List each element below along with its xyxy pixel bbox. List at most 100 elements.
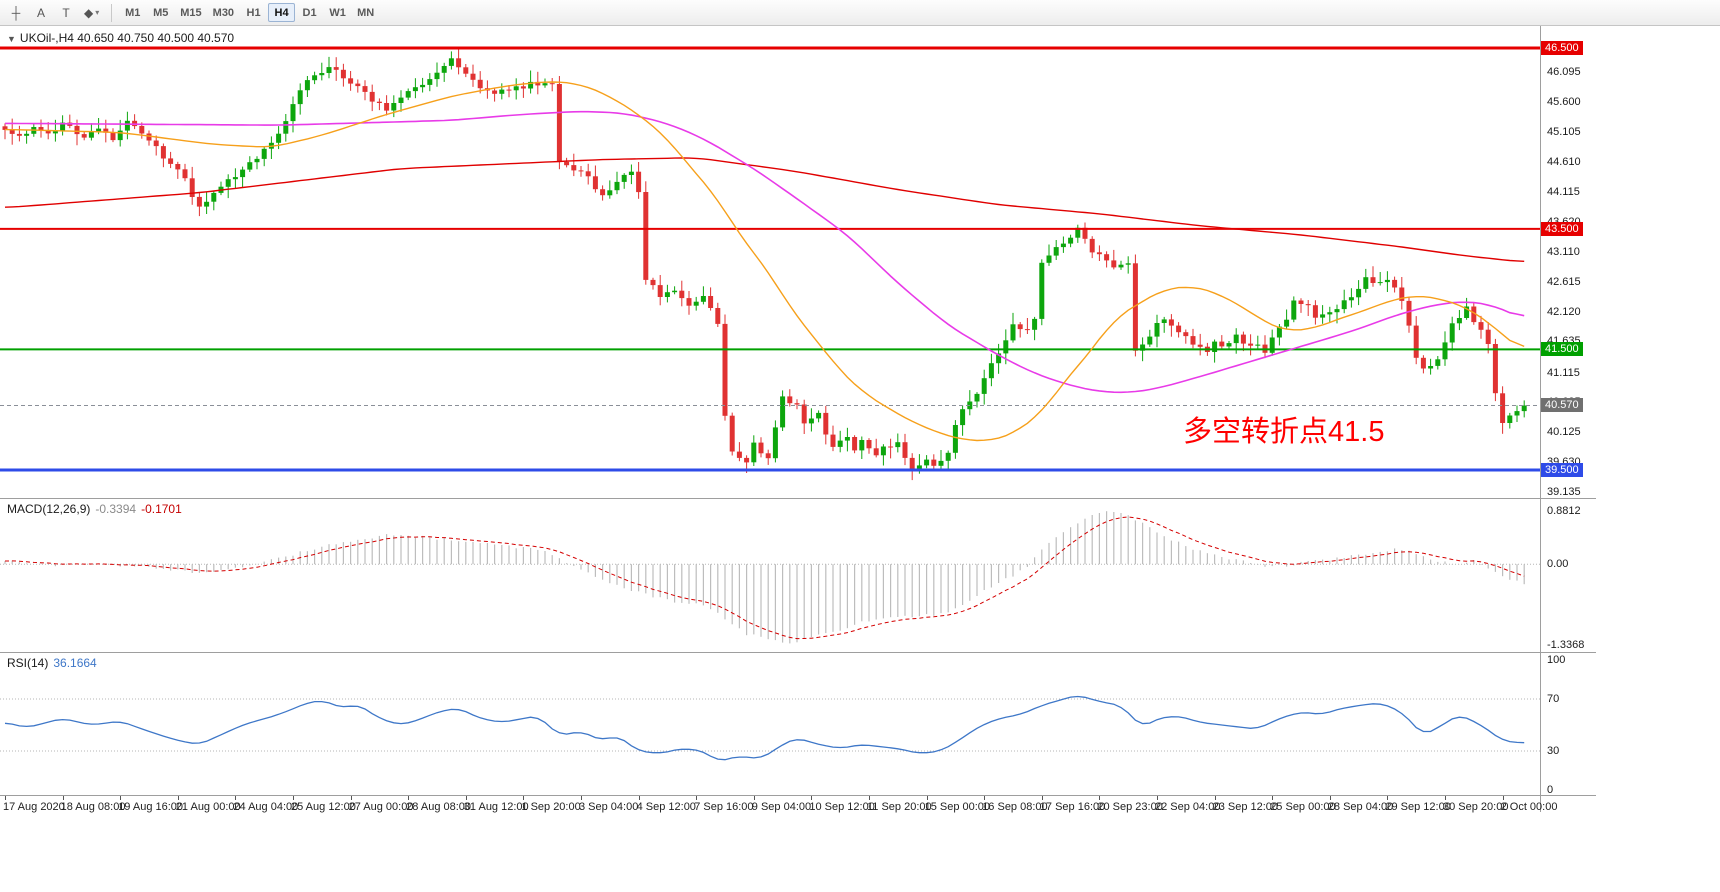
toolbar: ┼ A T ◆ ▾ M1 M5 M15 M30 H1 H4 D1 W1 MN	[0, 0, 1720, 26]
rsi-label: RSI(14) 36.1664	[7, 656, 97, 670]
time-axis-tick	[62, 796, 64, 800]
time-axis-tick	[350, 796, 352, 800]
time-axis-label: 1 Sep 20:00	[521, 801, 581, 813]
time-axis-label: 15 Sep 00:00	[924, 801, 991, 813]
drawing-tools-button[interactable]: ◆ ▾	[84, 5, 100, 20]
price-axis-label: 30	[1547, 745, 1560, 757]
rsi-name: RSI(14)	[7, 656, 49, 670]
price-axis-label: 39.135	[1547, 486, 1581, 498]
timeframe-button-m15[interactable]: M15	[180, 6, 202, 19]
panel-separator[interactable]	[0, 652, 1596, 653]
timeframe-button-m5[interactable]: M5	[153, 6, 169, 19]
chevron-down-icon: ▾	[95, 8, 100, 17]
time-axis-tick	[1445, 796, 1446, 800]
price-axis-label: 42.615	[1547, 276, 1581, 289]
price-badge: 39.500	[1541, 462, 1583, 477]
price-axis: 46.09545.60045.10544.61044.11543.62043.1…	[1541, 0, 1719, 892]
chart-title: UKOil-,H4 40.650 40.750 40.500 40.570	[19, 31, 235, 45]
time-axis-tick	[177, 796, 179, 800]
macd-signal-value: -0.1701	[141, 502, 182, 516]
rsi-line	[4, 695, 1525, 761]
price-axis-label: 44.115	[1547, 185, 1580, 198]
timeframe-button-h1[interactable]: H1	[246, 6, 261, 19]
time-axis-tick	[926, 796, 928, 800]
time-axis-label: 9 Sep 04:00	[751, 801, 812, 813]
timeframe-button-m30[interactable]: M30	[212, 6, 235, 19]
price-axis-label: 45.600	[1547, 96, 1581, 109]
macd-indicator-panel[interactable]	[0, 499, 1540, 652]
time-axis-tick	[1272, 796, 1274, 800]
price-badge: 40.570	[1541, 398, 1583, 413]
text-tool-button[interactable]: T	[62, 5, 70, 20]
candlesticks	[2, 49, 1527, 481]
time-axis-label: 24 Aug 04:00	[233, 801, 299, 813]
time-axis-tick	[696, 796, 698, 800]
time-axis-label: 29 Sep 12:00	[1385, 801, 1451, 813]
time-axis-label: 17 Sep 16:00	[1039, 801, 1106, 813]
time-axis-tick	[1387, 796, 1389, 800]
timeframe-button-mn[interactable]: MN	[357, 6, 375, 19]
crosshair-tool-button[interactable]: ┼	[11, 5, 21, 20]
timeframe-button-m1[interactable]: M1	[125, 6, 141, 19]
time-axis-label: 21 Aug 00:00	[175, 801, 241, 813]
time-axis-label: 2 Oct 00:00	[1500, 801, 1558, 813]
time-axis-tick	[120, 796, 122, 800]
price-axis-separator	[1540, 26, 1541, 812]
time-axis-label: 20 Sep 23:00	[1097, 801, 1163, 813]
time-axis-tick	[1041, 796, 1043, 800]
time-axis-label: 23 Sep 12:00	[1212, 801, 1279, 813]
time-axis-label: 17 Aug 2020	[3, 801, 65, 813]
time-axis-label: 19 Aug 16:00	[118, 801, 184, 813]
timeframe-button-group: M1 M5 M15 M30 H1 H4 D1 W1 MN	[119, 3, 379, 22]
time-axis-label: 31 Aug 12:00	[463, 801, 529, 813]
price-axis-label: 40.125	[1547, 426, 1581, 439]
macd-main-value: -0.3394	[95, 502, 137, 516]
macd-name: MACD(12,26,9)	[7, 502, 91, 516]
time-axis-tick	[5, 796, 6, 800]
price-axis-label: 42.120	[1547, 306, 1581, 319]
chart-annotation[interactable]: 多空转折点41.5	[1183, 416, 1385, 448]
time-axis-tick	[1329, 796, 1331, 800]
ma-medium-magenta-line	[5, 110, 1525, 394]
panel-separator[interactable]	[0, 498, 1596, 499]
text-annotation-tool-button[interactable]: A	[36, 5, 45, 20]
ma-fast-orange-line	[4, 81, 1525, 442]
price-axis-label: 70	[1547, 693, 1560, 705]
price-axis-label: 0.8812	[1547, 505, 1581, 517]
time-axis-label: 28 Aug 08:00	[406, 801, 472, 813]
macd-histogram	[4, 511, 1525, 644]
timeframe-button-d1[interactable]: D1	[302, 6, 317, 19]
price-badge: 41.500	[1541, 342, 1583, 357]
time-axis-tick	[1214, 796, 1216, 800]
price-axis-label: -1.3368	[1547, 638, 1585, 651]
time-axis-label: 4 Sep 12:00	[636, 801, 696, 813]
price-axis-label: 45.105	[1547, 126, 1581, 139]
time-axis-label: 7 Sep 16:00	[694, 801, 754, 813]
time-axis-tick	[811, 796, 813, 800]
collapse-arrow-icon[interactable]: ▼	[7, 34, 16, 44]
main-chart-panel[interactable]	[0, 26, 1540, 498]
time-axis-label: 18 Aug 08:00	[60, 801, 126, 813]
time-axis-tick	[1157, 796, 1158, 800]
time-axis-label: 3 Sep 04:00	[579, 801, 639, 813]
price-axis-label: 41.115	[1547, 366, 1580, 379]
price-axis-label: 43.110	[1547, 246, 1580, 259]
price-axis-label: 44.610	[1547, 155, 1581, 168]
time-axis-tick	[984, 796, 986, 800]
rsi-indicator-panel[interactable]	[0, 653, 1540, 795]
time-axis-tick	[869, 796, 870, 800]
timeframe-button-h4[interactable]: H4	[268, 3, 296, 22]
time-axis-label: 25 Aug 12:00	[291, 801, 356, 813]
price-axis-label: 0.00	[1547, 558, 1569, 571]
panel-separator	[0, 795, 1596, 796]
time-axis-tick	[581, 796, 582, 800]
time-axis-tick	[753, 796, 755, 800]
time-axis-label: 25 Sep 00:00	[1270, 801, 1336, 813]
timeframe-button-w1[interactable]: W1	[329, 6, 346, 19]
time-axis-label: 22 Sep 04:00	[1155, 801, 1221, 813]
tool-button-group: ┼ A T ◆ ▾	[4, 3, 104, 23]
price-badge: 43.500	[1541, 221, 1583, 236]
time-axis-tick	[235, 796, 237, 800]
toolbar-separator	[111, 3, 113, 22]
